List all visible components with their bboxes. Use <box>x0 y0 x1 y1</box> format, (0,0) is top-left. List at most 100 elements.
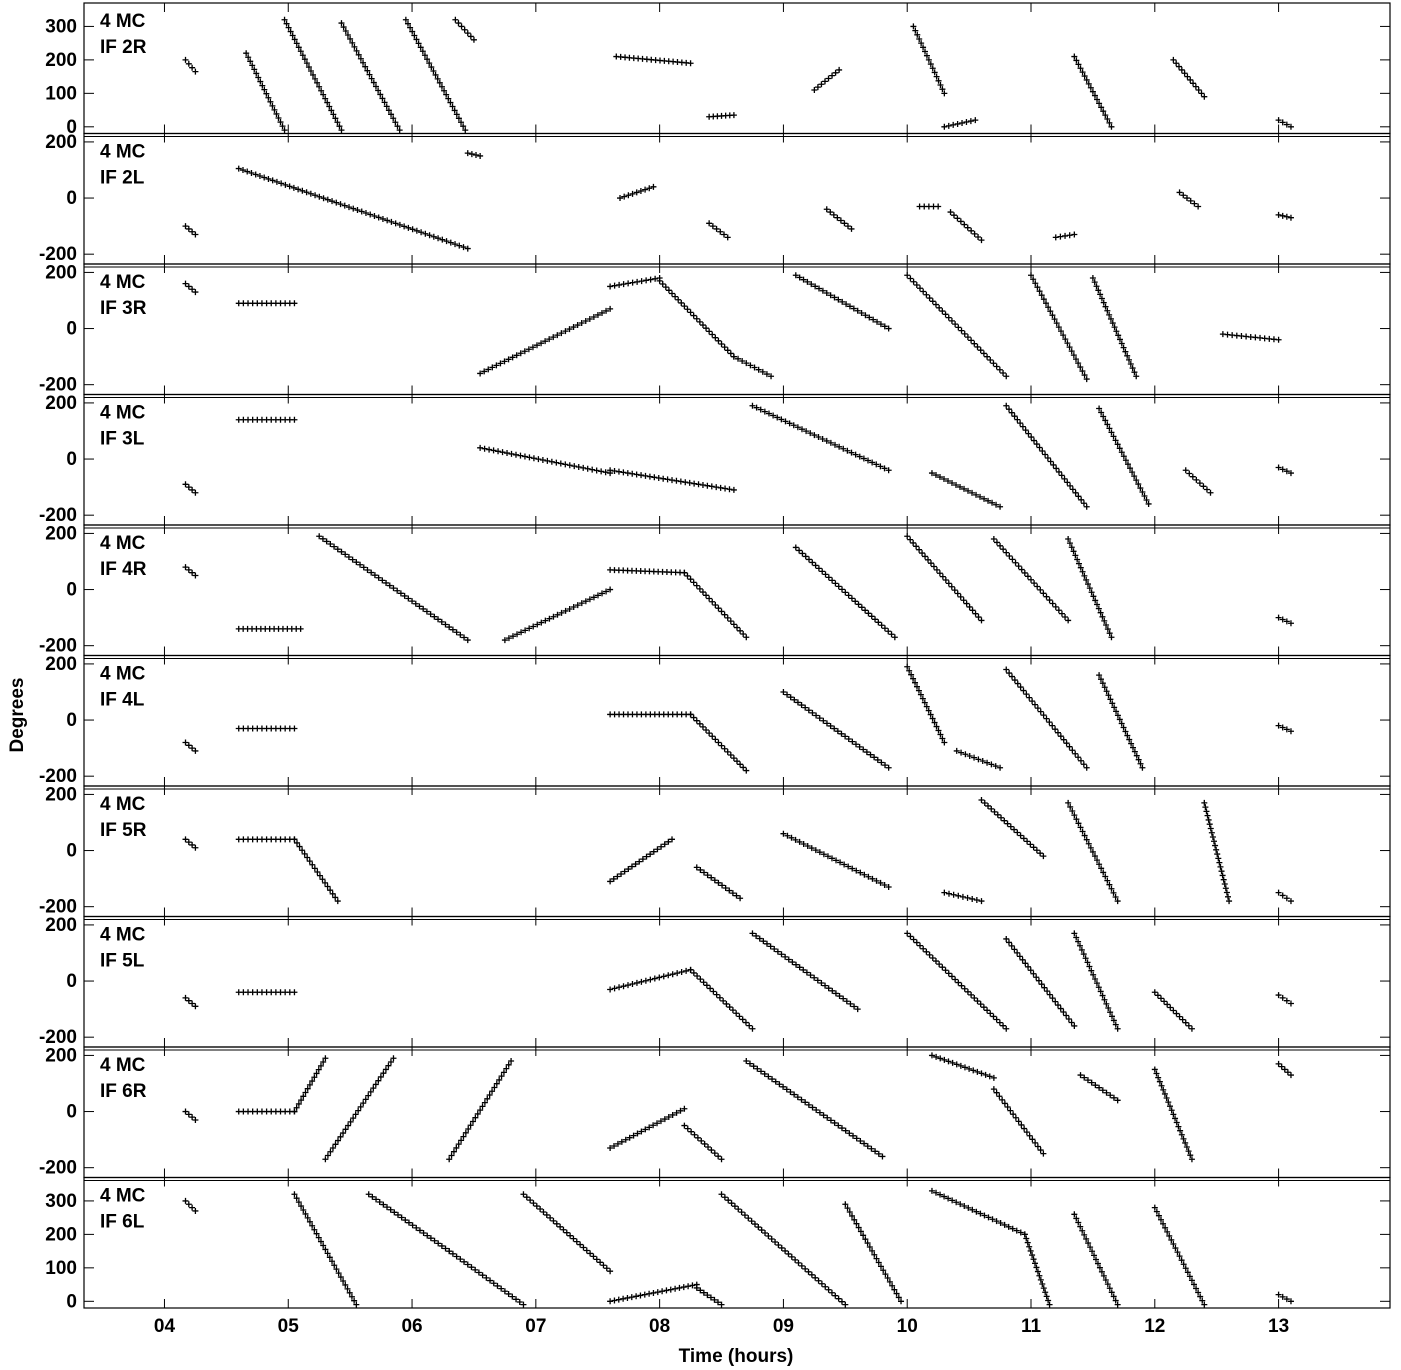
data-point <box>358 208 365 215</box>
data-point <box>643 277 650 284</box>
data-point <box>1100 108 1107 115</box>
data-point <box>832 990 839 997</box>
data-point <box>860 455 867 462</box>
data-point <box>340 1277 347 1284</box>
data-point <box>517 452 524 459</box>
data-point <box>819 568 826 575</box>
data-point <box>344 31 351 38</box>
data-point <box>857 1137 864 1144</box>
data-point <box>838 730 845 737</box>
data-point <box>1043 1293 1050 1300</box>
data-point <box>1151 1204 1158 1211</box>
data-point <box>1104 116 1111 122</box>
data-point <box>1135 756 1142 763</box>
data-point <box>1281 1066 1288 1073</box>
data-point <box>761 408 768 415</box>
data-point <box>1092 975 1099 982</box>
data-point <box>362 210 369 217</box>
data-point <box>1176 1013 1183 1020</box>
data-point <box>189 228 196 235</box>
data-point <box>812 562 819 569</box>
data-point <box>261 174 268 181</box>
data-point <box>324 99 331 106</box>
data-point <box>834 214 841 221</box>
data-point <box>955 324 962 331</box>
data-point <box>542 617 549 624</box>
data-point <box>185 839 192 846</box>
data-point <box>1029 698 1036 705</box>
data-point <box>1104 877 1111 884</box>
data-point <box>1174 1249 1181 1256</box>
data-point <box>315 1234 322 1241</box>
data-point <box>1062 232 1069 239</box>
data-point <box>458 119 465 126</box>
data-point <box>1275 211 1282 218</box>
data-point <box>690 969 697 976</box>
data-point <box>678 969 685 976</box>
data-point <box>828 1289 835 1296</box>
data-point <box>884 1275 891 1282</box>
data-point <box>920 288 927 295</box>
data-point <box>244 168 251 175</box>
data-point <box>291 300 298 307</box>
data-point <box>1201 1301 1208 1308</box>
data-point <box>1055 324 1062 331</box>
data-point <box>450 1148 457 1155</box>
data-point <box>383 579 390 586</box>
data-point <box>787 694 794 701</box>
data-point <box>968 337 975 344</box>
data-point <box>618 870 625 877</box>
data-point <box>1033 847 1040 854</box>
data-point <box>1100 1272 1107 1279</box>
data-point <box>299 52 306 59</box>
data-point <box>850 305 857 312</box>
data-point <box>380 1070 387 1077</box>
data-point <box>1070 352 1077 359</box>
data-point <box>546 615 553 622</box>
data-point <box>430 67 437 74</box>
data-point <box>369 1193 376 1200</box>
data-point <box>498 1285 505 1292</box>
data-point <box>1287 214 1294 221</box>
data-point <box>927 61 934 68</box>
data-point <box>1110 1094 1117 1101</box>
data-point <box>1083 576 1090 583</box>
data-point <box>852 741 859 748</box>
data-point <box>1180 192 1187 199</box>
data-point <box>1284 1069 1291 1076</box>
data-point <box>984 353 991 360</box>
data-point <box>468 151 475 158</box>
data-point <box>1205 816 1212 823</box>
data-point <box>1032 280 1039 287</box>
data-point <box>1034 705 1041 712</box>
data-point <box>324 196 331 203</box>
data-point <box>460 244 467 251</box>
data-point <box>1116 716 1123 723</box>
data-point <box>755 1224 762 1231</box>
data-point <box>696 585 703 592</box>
data-point <box>1166 1232 1173 1239</box>
data-point <box>446 1156 453 1163</box>
data-point <box>624 982 631 989</box>
data-point <box>1175 63 1182 70</box>
data-point <box>802 1099 809 1106</box>
data-point <box>888 631 895 638</box>
data-point <box>630 1132 637 1139</box>
data-point <box>375 1077 382 1084</box>
x-axis: 04 05 06 07 08 09 10 11 12 13 <box>154 1316 1289 1337</box>
data-point <box>703 325 710 332</box>
data-point <box>638 472 645 479</box>
data-point <box>1060 1009 1067 1016</box>
data-point <box>1095 605 1102 612</box>
data-point <box>881 881 888 888</box>
data-point <box>1182 467 1189 474</box>
data-point <box>477 152 484 159</box>
data-point <box>1070 548 1077 555</box>
data-point <box>580 1244 587 1251</box>
data-point <box>1283 618 1290 625</box>
panel-if-label: IF 6R <box>100 1081 147 1102</box>
data-point <box>182 994 189 1001</box>
data-point <box>578 600 585 607</box>
data-point <box>607 986 614 993</box>
